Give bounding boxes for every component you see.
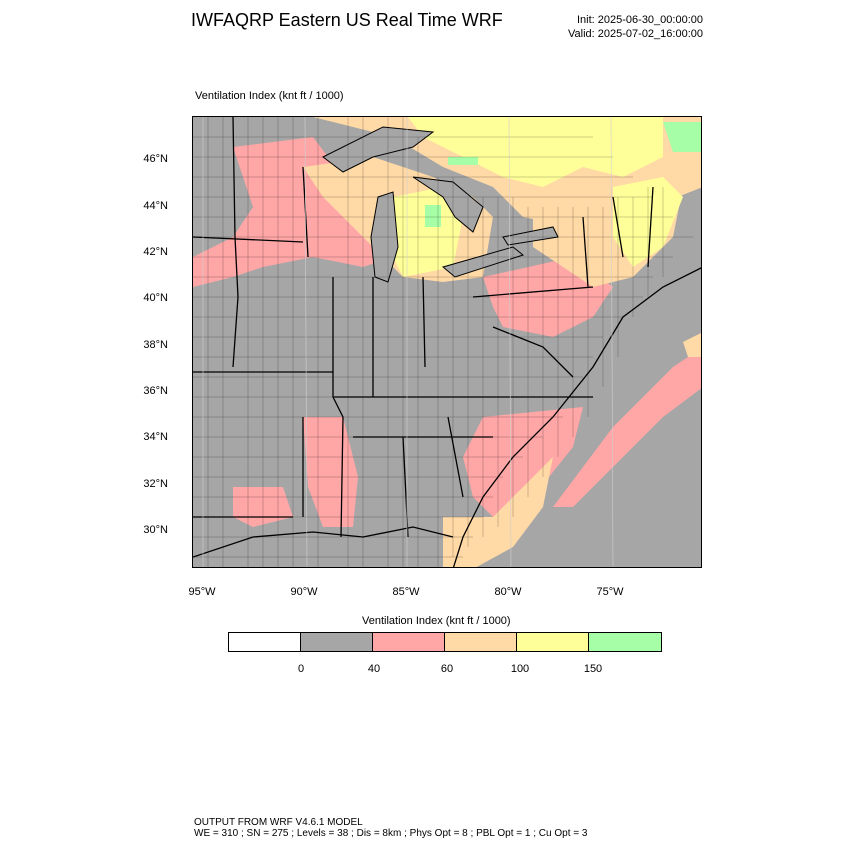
lat-label-34: 34°N bbox=[143, 431, 168, 443]
canada-green-patch-2 bbox=[448, 157, 478, 165]
legend-tick-150: 150 bbox=[583, 663, 603, 675]
gulf-coastline bbox=[193, 526, 454, 558]
graticule bbox=[202, 117, 614, 567]
legend-swatch-40-60 bbox=[373, 633, 445, 651]
lat-label-42: 42°N bbox=[143, 246, 168, 258]
lat-label-46: 46°N bbox=[143, 153, 168, 165]
lat-label-32: 32°N bbox=[143, 478, 168, 490]
legend-swatch-150-plus bbox=[589, 633, 661, 651]
init-time: Init: 2025-06-30_00:00:00 bbox=[577, 14, 703, 26]
ventilation-map bbox=[193, 117, 701, 567]
legend-title: Ventilation Index (knt ft / 1000) bbox=[362, 615, 511, 627]
plot-label: Ventilation Index (knt ft / 1000) bbox=[195, 90, 344, 102]
footer-model-line: OUTPUT FROM WRF V4.6.1 MODEL bbox=[194, 817, 363, 828]
legend-swatch-60-100 bbox=[445, 633, 517, 651]
legend-swatch-0-40 bbox=[301, 633, 373, 651]
valid-time: Valid: 2025-07-02_16:00:00 bbox=[568, 28, 703, 40]
lat-label-38: 38°N bbox=[143, 339, 168, 351]
mississippi-pink bbox=[303, 417, 358, 527]
michigan-green-patch bbox=[425, 205, 441, 227]
lon-label-80: 80°W bbox=[494, 586, 522, 598]
map-frame bbox=[192, 116, 702, 568]
legend-swatch-below-0 bbox=[229, 633, 301, 651]
lon-label-95: 95°W bbox=[188, 586, 216, 598]
atlantic-coastline bbox=[452, 267, 701, 567]
main-title: IWFAQRP Eastern US Real Time WRF bbox=[191, 10, 503, 30]
canada-green-patch bbox=[663, 122, 701, 152]
run-times: Init: 2025-06-30_00:00:00 Valid: 2025-07… bbox=[568, 13, 703, 41]
canada-yellow-band bbox=[408, 117, 663, 187]
lon-label-75: 75°W bbox=[596, 586, 624, 598]
county-boundaries bbox=[193, 117, 693, 567]
carolina-pink bbox=[463, 407, 583, 517]
lon-label-85: 85°W bbox=[392, 586, 420, 598]
legend-color-bar bbox=[228, 632, 662, 652]
lat-label-44: 44°N bbox=[143, 200, 168, 212]
lake-superior bbox=[322, 126, 435, 173]
legend-tick-0: 0 bbox=[297, 663, 305, 675]
legend-swatch-100-150 bbox=[517, 633, 589, 651]
atlantic-pink-streak bbox=[553, 348, 701, 507]
legend-tick-60: 60 bbox=[440, 663, 454, 675]
legend-tick-100: 100 bbox=[510, 663, 530, 675]
lat-label-36: 36°N bbox=[143, 385, 168, 397]
legend-tick-40: 40 bbox=[367, 663, 381, 675]
lat-label-40: 40°N bbox=[143, 292, 168, 304]
lon-label-90: 90°W bbox=[290, 586, 318, 598]
footer-config-line: WE = 310 ; SN = 275 ; Levels = 38 ; Dis … bbox=[194, 828, 588, 839]
atlantic-peach-patch bbox=[683, 333, 701, 357]
lat-label-30: 30°N bbox=[143, 524, 168, 536]
